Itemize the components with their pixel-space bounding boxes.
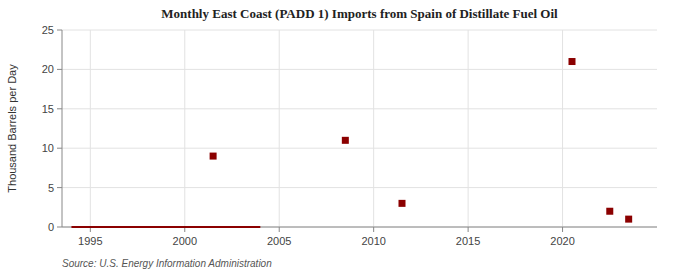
plot-area — [71, 58, 632, 227]
y-tick — [57, 69, 62, 70]
x-tick-label: 2005 — [267, 235, 291, 247]
y-tick — [57, 30, 62, 31]
y-grid-line — [62, 148, 657, 149]
x-grid-line — [468, 30, 469, 227]
y-tick — [57, 148, 62, 149]
point — [606, 208, 613, 215]
y-grid-line — [62, 108, 657, 109]
point — [625, 216, 632, 223]
y-tick — [57, 187, 62, 188]
x-axis-line — [62, 227, 657, 228]
y-axis-line — [62, 30, 63, 227]
x-tick-label: 2010 — [361, 235, 385, 247]
line — [71, 226, 260, 228]
y-tick-label: 0 — [48, 221, 54, 233]
y-grid-line — [62, 187, 657, 188]
y-tick-label: 15 — [42, 103, 54, 115]
y-grid-line — [62, 227, 657, 228]
grid — [62, 30, 657, 227]
title: Monthly East Coast (PADD 1) Imports from… — [161, 6, 558, 21]
x-tick — [279, 227, 280, 232]
y-tick-label: 5 — [48, 182, 54, 194]
x-tick — [468, 227, 469, 232]
x-grid-line — [90, 30, 91, 227]
y-tick-label: 25 — [42, 24, 54, 36]
x-grid-line — [373, 30, 374, 227]
y-tick — [57, 227, 62, 228]
x-grid-line — [184, 30, 185, 227]
point — [210, 153, 217, 160]
y-grid-line — [62, 30, 657, 31]
y-axis-label: Thousand Barrels per Day — [6, 64, 18, 193]
x-tick — [373, 227, 374, 232]
x-tick-label: 2015 — [456, 235, 480, 247]
point — [342, 137, 349, 144]
y-tick-label: 20 — [42, 63, 54, 75]
x-grid-line — [562, 30, 563, 227]
point — [399, 200, 406, 207]
source-note: Source: U.S. Energy Information Administ… — [62, 258, 272, 269]
x-grid-line — [279, 30, 280, 227]
x-tick-label: 2000 — [173, 235, 197, 247]
axes: 0 5 10 15 20 25 1995 2000 2005 2010 2015 2020 — [42, 24, 657, 247]
y-tick-label: 10 — [42, 142, 54, 154]
x-tick-label: 1995 — [78, 235, 102, 247]
point — [569, 58, 576, 65]
y-grid-line — [62, 69, 657, 70]
chart: Monthly East Coast (PADD 1) Imports from… — [0, 0, 675, 275]
x-tick-label: 2020 — [550, 235, 574, 247]
y-tick — [57, 108, 62, 109]
x-tick — [562, 227, 563, 232]
